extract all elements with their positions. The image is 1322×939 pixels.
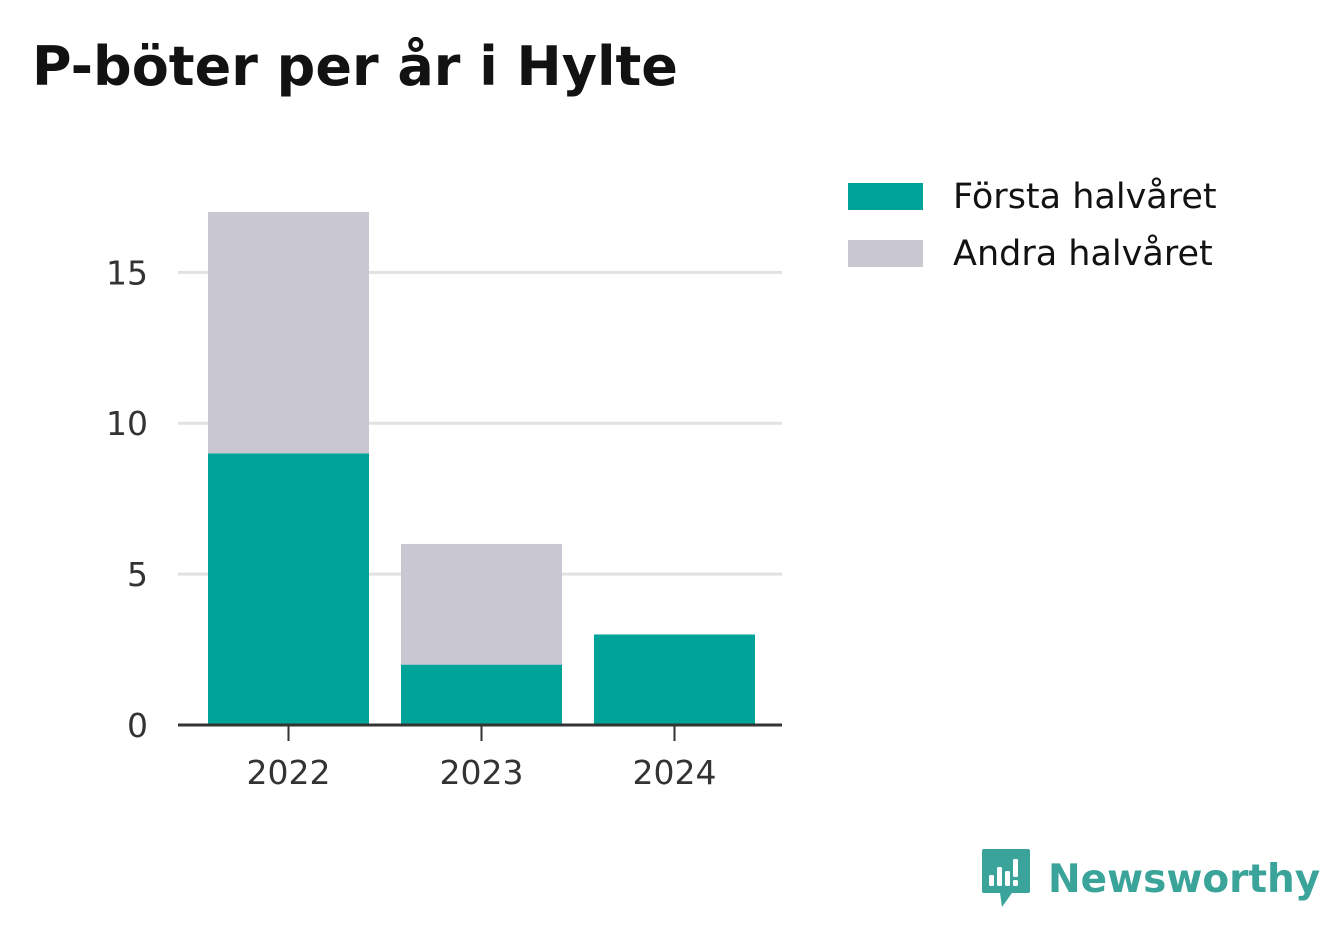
axes	[178, 723, 782, 741]
legend-label-andra-halvaret: Andra halvåret	[953, 233, 1213, 274]
newsworthy-logo-icon	[982, 849, 1030, 907]
bar-2023-series-2	[401, 543, 562, 665]
y-tick-label-10: 10	[106, 404, 148, 443]
bar-2023-series-1	[401, 664, 562, 725]
y-tick-label-5: 5	[127, 555, 148, 594]
legend-label-forsta-halvaret: Första halvåret	[953, 176, 1217, 217]
legend: Första halvåret Andra halvåret	[848, 168, 1217, 282]
brand-name: Newsworthy	[1048, 856, 1321, 902]
legend-swatch-forsta-halvaret	[848, 183, 923, 210]
chart-title: P-böter per år i Hylte	[32, 35, 678, 98]
x-tick-label-2024: 2024	[633, 753, 717, 792]
x-tick-label-2022: 2022	[247, 753, 331, 792]
y-tick-label-0: 0	[127, 706, 148, 745]
y-tick-label-15: 15	[106, 253, 148, 292]
bar-2022-series-1	[208, 453, 369, 725]
x-tick-label-2023: 2023	[440, 753, 524, 792]
bar-2024-series-1	[594, 634, 755, 725]
tick-labels: 0 5 10 15 2022 2023 2024	[106, 253, 716, 792]
newsworthy-branding: Newsworthy	[980, 847, 1320, 911]
legend-item-forsta-halvaret: Första halvåret	[848, 168, 1217, 225]
bars	[208, 212, 755, 725]
legend-swatch-andra-halvaret	[848, 240, 923, 267]
bar-2022-series-2	[208, 212, 369, 454]
legend-item-andra-halvaret: Andra halvåret	[848, 225, 1217, 282]
